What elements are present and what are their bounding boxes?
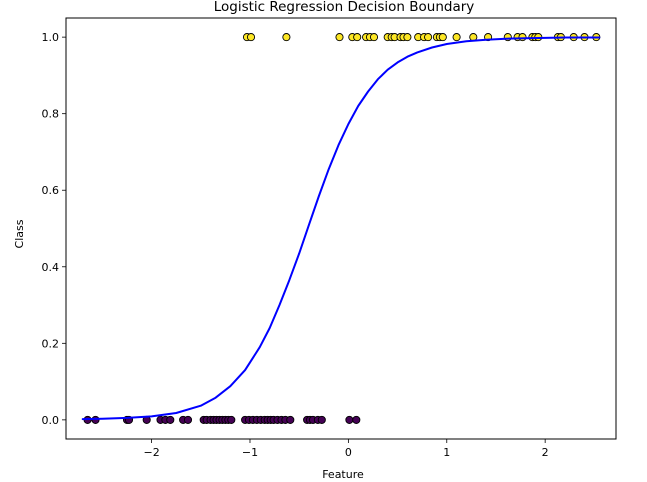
y-axis-label: Class [13, 219, 26, 248]
scatter-point-class-1 [369, 33, 379, 42]
plot-area [81, 33, 601, 424]
decision-boundary-curve [81, 36, 601, 421]
scatter-point-class-0 [286, 415, 295, 424]
x-tick-label: 0 [345, 446, 352, 459]
x-tick-label: 2 [542, 446, 549, 459]
x-tick-label: −2 [143, 446, 159, 459]
scatter-point-class-1 [282, 33, 291, 42]
scatter-point-class-0 [317, 415, 326, 424]
plot-frame [65, 17, 617, 440]
y-tick-label: 0.6 [42, 184, 60, 197]
y-tick-label: 1.0 [42, 31, 60, 44]
scatter-point-class-1 [452, 33, 461, 42]
scatter-point-class-0 [227, 415, 236, 424]
scatter-point-class-1 [353, 33, 362, 42]
scatter-point-class-0 [352, 415, 361, 424]
scatter-point-class-0 [166, 415, 175, 424]
scatter-point-class-1 [335, 33, 344, 42]
scatter-point-class-1 [518, 33, 527, 42]
scatter-point-class-1 [246, 33, 256, 42]
x-tick-label: 1 [443, 446, 450, 459]
scatter-point-class-0 [183, 415, 193, 424]
x-axis-label: Feature [322, 468, 364, 481]
scatter-point-class-1 [424, 33, 433, 42]
scatter-point-class-1 [438, 33, 447, 42]
y-tick-label: 0.0 [42, 414, 60, 427]
y-tick-label: 0.4 [42, 261, 60, 274]
axes: −2 −1 0 1 2 0.0 0.2 0.4 0.6 0.8 1.0 [42, 31, 549, 459]
chart-title: Logistic Regression Decision Boundary [214, 0, 475, 15]
scatter-point-class-0 [91, 415, 100, 424]
x-tick-label: −1 [242, 446, 258, 459]
scatter-point-class-0 [345, 415, 354, 424]
scatter-point-class-1 [403, 33, 412, 42]
y-tick-label: 0.8 [42, 108, 60, 121]
y-tick-label: 0.2 [42, 337, 60, 350]
